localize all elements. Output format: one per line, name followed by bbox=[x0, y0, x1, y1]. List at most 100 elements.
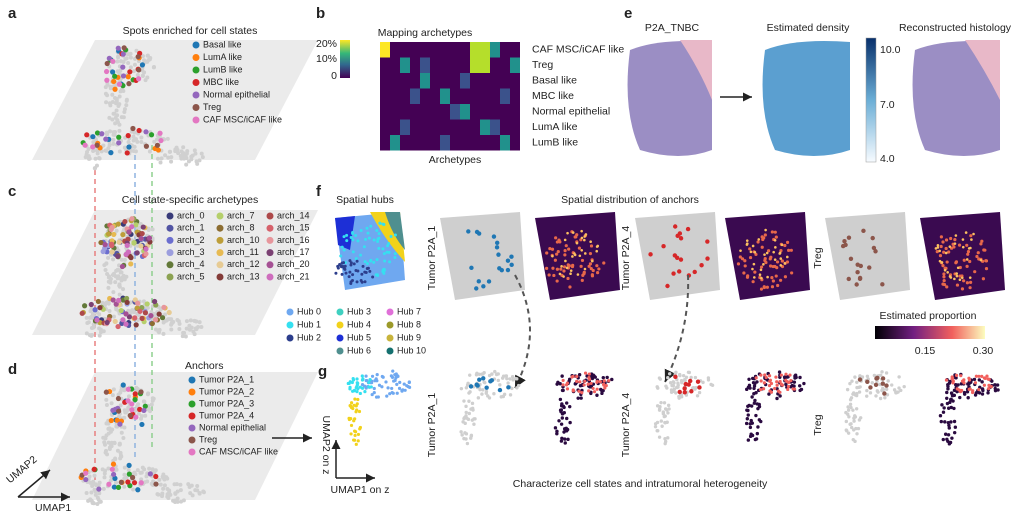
dot bbox=[987, 383, 991, 387]
dot bbox=[558, 240, 562, 244]
dot bbox=[158, 137, 164, 144]
dot bbox=[560, 388, 565, 393]
dot bbox=[126, 394, 131, 399]
dot bbox=[387, 241, 391, 245]
dot bbox=[769, 381, 774, 386]
dot bbox=[786, 384, 791, 389]
heatmap-cell bbox=[500, 73, 510, 89]
dot bbox=[398, 380, 402, 384]
dot bbox=[563, 253, 567, 257]
dot bbox=[880, 381, 886, 386]
dot bbox=[598, 380, 602, 384]
dot bbox=[101, 143, 106, 148]
dot bbox=[112, 318, 118, 325]
dot bbox=[944, 378, 949, 382]
dot bbox=[129, 401, 135, 407]
dot bbox=[104, 319, 110, 326]
legend-label: Treg bbox=[203, 102, 221, 112]
dot bbox=[870, 381, 874, 385]
dot bbox=[580, 229, 583, 233]
dot bbox=[120, 275, 125, 280]
dot bbox=[112, 475, 118, 481]
dot bbox=[132, 470, 137, 475]
dot bbox=[939, 244, 943, 249]
panel-title: Spatial distribution of anchors bbox=[561, 194, 699, 206]
dot bbox=[695, 379, 701, 384]
dot bbox=[192, 332, 197, 337]
dot bbox=[113, 456, 118, 461]
dot bbox=[359, 228, 363, 232]
legend-swatch bbox=[336, 321, 344, 329]
dot bbox=[137, 313, 142, 318]
heatmap-cell bbox=[400, 73, 410, 89]
legend-swatch bbox=[386, 334, 394, 342]
dot bbox=[852, 419, 856, 423]
dot bbox=[100, 300, 105, 305]
dot bbox=[342, 235, 346, 239]
dot bbox=[126, 229, 132, 235]
dot bbox=[558, 397, 563, 402]
heatmap-cell bbox=[400, 42, 410, 58]
dot bbox=[510, 375, 515, 379]
dot bbox=[571, 374, 575, 379]
dot bbox=[745, 239, 749, 242]
dot bbox=[587, 389, 591, 393]
dot bbox=[951, 381, 955, 385]
dot bbox=[580, 258, 585, 263]
dot bbox=[884, 383, 889, 388]
dot bbox=[883, 396, 887, 400]
dot bbox=[140, 54, 145, 59]
dot bbox=[365, 378, 369, 383]
dot bbox=[115, 484, 122, 491]
dot bbox=[138, 416, 143, 421]
dot bbox=[551, 266, 555, 270]
dot bbox=[965, 390, 970, 394]
dot bbox=[759, 419, 763, 424]
dot bbox=[967, 247, 971, 250]
dot bbox=[753, 398, 757, 403]
dot bbox=[197, 320, 202, 325]
heatmap-cell bbox=[510, 135, 520, 151]
dot bbox=[984, 267, 989, 271]
dot bbox=[339, 254, 343, 258]
dot bbox=[601, 388, 605, 393]
dot bbox=[873, 249, 878, 254]
heatmap-cell bbox=[470, 119, 480, 135]
legend-label: LumB like bbox=[203, 64, 243, 74]
dot bbox=[867, 265, 872, 270]
legend-label: Hub 0 bbox=[297, 306, 321, 316]
dot bbox=[567, 264, 571, 268]
dot bbox=[162, 477, 167, 482]
dot bbox=[763, 253, 766, 256]
dot bbox=[973, 381, 978, 385]
dot bbox=[580, 278, 584, 282]
dot bbox=[120, 382, 126, 388]
dot bbox=[374, 395, 379, 399]
dot bbox=[117, 149, 122, 154]
dot bbox=[372, 386, 376, 391]
legend-label: arch_10 bbox=[227, 235, 260, 245]
dot bbox=[955, 283, 960, 287]
dot bbox=[748, 255, 753, 260]
dot bbox=[348, 259, 352, 263]
dot bbox=[746, 413, 750, 417]
heatmap-cell bbox=[420, 73, 430, 89]
dot bbox=[577, 246, 582, 250]
dot bbox=[362, 245, 366, 249]
dot bbox=[119, 257, 124, 262]
dot bbox=[897, 375, 901, 379]
dot bbox=[110, 471, 117, 478]
dot bbox=[115, 253, 121, 259]
dot bbox=[167, 317, 172, 322]
dot bbox=[784, 382, 788, 387]
dot bbox=[677, 269, 682, 274]
dot bbox=[119, 430, 124, 435]
dot bbox=[977, 378, 982, 382]
dot bbox=[119, 59, 124, 64]
dot bbox=[563, 441, 567, 445]
dot bbox=[944, 246, 948, 251]
dot bbox=[143, 143, 150, 149]
dot bbox=[562, 411, 566, 415]
dot bbox=[94, 142, 100, 148]
dot bbox=[671, 271, 676, 276]
